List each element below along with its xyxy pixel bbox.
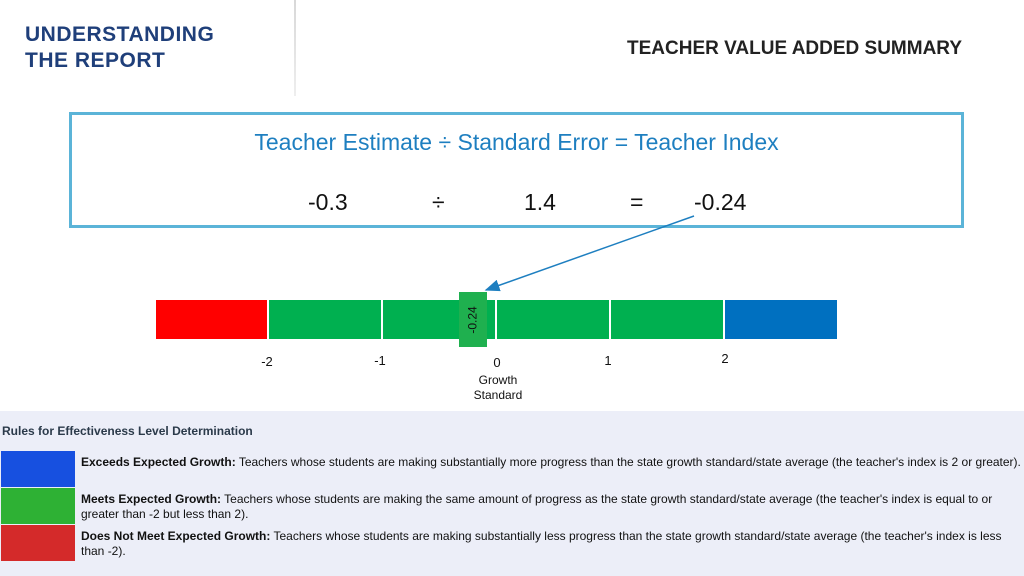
- tick-label: -1: [374, 353, 386, 368]
- rule-text: Does Not Meet Expected Growth: Teachers …: [81, 529, 1024, 559]
- rule-text: Exceeds Expected Growth: Teachers whose …: [81, 455, 1024, 470]
- rule-swatch-green: [1, 488, 75, 524]
- rule-description: Teachers whose students are making the s…: [81, 492, 993, 521]
- scale-divider: [609, 300, 611, 339]
- scale-segment-below: [156, 300, 268, 339]
- rules-title: Rules for Effectiveness Level Determinat…: [2, 424, 253, 438]
- tick-label: -2: [261, 354, 273, 369]
- teacher-index-marker: -0.24: [459, 292, 487, 347]
- rule-swatch-red: [1, 525, 75, 561]
- scale-divider: [381, 300, 383, 339]
- rules-panel: Rules for Effectiveness Level Determinat…: [0, 411, 1024, 576]
- teacher-index-value: -0.24: [694, 189, 747, 215]
- divide-sign: ÷: [432, 189, 445, 215]
- formula-box: Teacher Estimate ÷ Standard Error = Teac…: [69, 112, 964, 228]
- rule-meets: Meets Expected Growth: Teachers whose st…: [0, 488, 1024, 524]
- scale-divider: [267, 300, 269, 339]
- page-title: TEACHER VALUE ADDED SUMMARY: [627, 38, 962, 59]
- rule-text: Meets Expected Growth: Teachers whose st…: [81, 492, 1024, 522]
- tick-label: 1: [604, 353, 612, 368]
- formula-text: Teacher Estimate ÷ Standard Error = Teac…: [254, 129, 779, 155]
- rule-swatch-blue: [1, 451, 75, 487]
- growth-standard-label-line1: Growth: [478, 373, 518, 387]
- scale-segment-exceeds: [724, 300, 837, 339]
- standard-error-value: 1.4: [524, 189, 556, 215]
- tick-label: 2: [721, 351, 729, 366]
- section-title: UNDERSTANDING THE REPORT: [25, 22, 214, 74]
- rule-description: Teachers whose students are making subst…: [235, 455, 1021, 469]
- rule-exceeds: Exceeds Expected Growth: Teachers whose …: [0, 451, 1024, 487]
- section-title-line2: THE REPORT: [25, 49, 166, 72]
- tick-label: 0: [493, 355, 501, 370]
- rule-label: Meets Expected Growth:: [81, 492, 222, 506]
- growth-standard-label: Growth Standard: [458, 373, 538, 403]
- scale-divider: [495, 300, 497, 339]
- header-divider: [294, 0, 296, 96]
- equals-sign: =: [630, 189, 644, 215]
- teacher-estimate-value: -0.3: [308, 189, 348, 215]
- rule-does-not-meet: Does Not Meet Expected Growth: Teachers …: [0, 525, 1024, 561]
- scale-divider: [723, 300, 725, 339]
- rule-description: Teachers whose students are making subst…: [81, 529, 1002, 558]
- rule-label: Exceeds Expected Growth:: [81, 455, 236, 469]
- teacher-index-marker-label: -0.24: [465, 305, 480, 334]
- section-title-line1: UNDERSTANDING: [25, 23, 215, 46]
- growth-standard-label-line2: Standard: [473, 388, 523, 402]
- rule-label: Does Not Meet Expected Growth:: [81, 529, 271, 543]
